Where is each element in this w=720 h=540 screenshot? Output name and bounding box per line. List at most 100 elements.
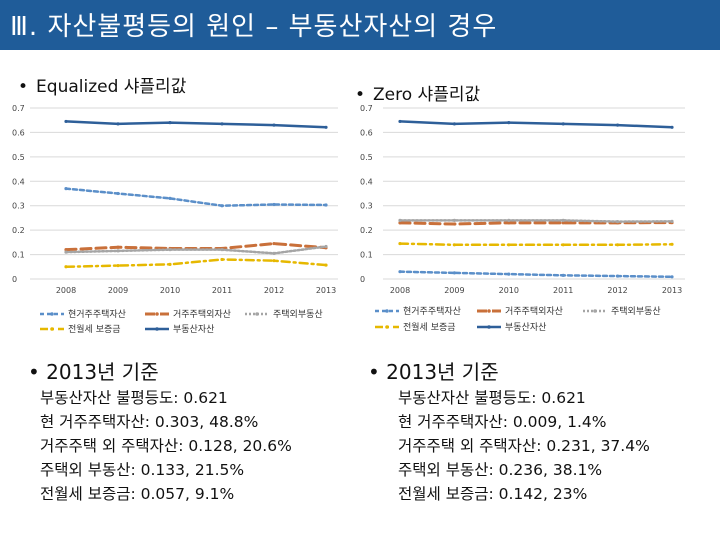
y-tick-label: 0.1 [360,251,373,260]
y-tick-label: 0.2 [360,226,373,235]
left-subtitle-text: Equalized 샤플리값 [36,77,187,97]
data-point [616,243,620,247]
left-stat-line: 부동산자산 불평등도: 0.621 [40,389,228,407]
legend-label: 전월세 보증금 [68,323,121,335]
series-line [64,187,328,207]
data-point [324,203,328,207]
right-stat-line: 주택외 부동산: 0.236, 38.1% [398,461,603,479]
y-tick-label: 0.1 [12,251,25,260]
y-tick-label: 0.4 [360,177,373,186]
data-point [616,219,620,224]
x-tick-label: 2011 [212,286,232,295]
data-point [561,243,565,247]
data-point [507,221,511,225]
legend-marker [50,327,54,331]
legend-marker [385,325,389,329]
left-stat-line: 주택외 부동산: 0.133, 21.5% [40,461,245,479]
right-stat-line: 거주주택 외 주택자산: 0.231, 37.4% [398,437,650,455]
data-point [64,119,68,124]
legend-marker [593,309,597,313]
data-point [116,263,120,268]
right-line-chart: 0 0.1 0.2 0.3 0.4 0.5 0.6 0.7 2008 2009 2010 2011 20… [360,104,685,333]
series-line [398,120,674,129]
data-point [507,218,511,222]
data-point [272,259,276,263]
x-tick-label: 2009 [108,286,128,295]
y-tick-label: 0.3 [360,202,373,211]
left-line-chart: 0 0.1 0.2 0.3 0.4 0.5 0.6 0.7 2008 2009 2010 2011 20… [12,104,338,335]
data-point [670,219,674,223]
data-point [398,119,402,124]
series-line [398,219,674,223]
data-point [561,221,565,225]
legend-label: 주택외부동산 [611,305,661,317]
series-line [64,245,328,255]
right-subtitle-text: Zero 샤플리값 [373,85,481,105]
series-line [64,258,328,269]
data-point [116,249,120,253]
legend-label: 거주주택외자산 [173,308,231,320]
data-point [670,275,674,279]
x-tick-label: 2009 [444,286,464,295]
data-point [220,257,224,262]
series-line [398,242,674,247]
data-point [168,262,172,266]
x-tick-label: 2010 [499,286,519,295]
data-point [272,241,276,246]
data-point [324,125,328,129]
left-bullet-text: 2013년 기준 [46,360,159,384]
data-point [272,251,276,255]
y-tick-label: 0.4 [12,177,25,186]
y-tick-label: 0.7 [360,104,373,113]
data-point [398,270,402,274]
data-point [168,121,172,125]
legend-label: 현거주주택자산 [68,309,126,320]
data-point [507,272,511,276]
data-point [324,244,328,249]
left-subtitle: • Equalized 샤플리값 [18,77,187,97]
data-point [398,241,402,246]
series-line [64,120,328,129]
left-bullet-heading: • 2013년 기준 [28,360,159,384]
data-point [561,122,565,126]
x-tick-label: 2010 [160,286,180,295]
legend-label: 현거주주택자산 [403,306,461,317]
legend-label: 전월세 보증금 [403,321,456,333]
y-tick-label: 0.7 [12,104,25,113]
y-tick-label: 0 [12,275,17,284]
data-point [64,265,68,269]
data-point [561,273,565,277]
data-point [398,218,402,222]
legend-marker [155,312,159,316]
x-tick-label: 2013 [316,286,336,295]
y-tick-label: 0.5 [12,153,25,162]
right-stat-line: 현 거주주택자산: 0.009, 1.4% [398,413,607,431]
data-point [670,125,674,129]
data-point [64,250,68,254]
data-point [220,248,224,252]
data-point [561,218,565,222]
legend-marker [155,327,159,331]
data-point [272,123,276,127]
data-point [116,122,120,126]
legend-marker [487,325,491,329]
x-tick-label: 2012 [264,286,284,295]
left-stat-line: 거주주택 외 주택자산: 0.128, 20.6% [40,437,292,455]
right-stats: 부동산자산 불평등도: 0.621 현 거주주택자산: 0.009, 1.4% … [398,386,650,506]
data-point [272,202,276,207]
data-point [452,122,456,126]
slide-title: Ⅲ. 자산불평등의 원인 – 부동산자산의 경우 [10,12,498,42]
right-subtitle: • Zero 샤플리값 [355,85,481,105]
series-line [398,270,674,279]
left-stat-line: 전월세 보증금: 0.057, 9.1% [40,485,235,503]
legend-marker [487,309,491,313]
series-line [398,221,674,226]
legend-marker [385,309,389,313]
y-tick-label: 0 [360,275,365,284]
y-tick-label: 0.5 [360,153,373,162]
right-bullet-heading: • 2013년 기준 [368,360,499,384]
x-tick-label: 2008 [56,286,76,295]
data-point [452,218,456,222]
y-tick-label: 0.2 [12,226,25,235]
legend-label: 거주주택외자산 [505,305,563,317]
